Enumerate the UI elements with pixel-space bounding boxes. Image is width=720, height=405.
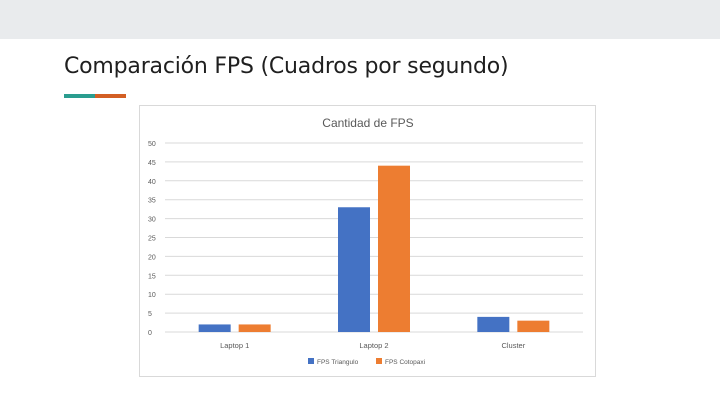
y-tick-label: 5	[148, 311, 152, 318]
chart-frame: Cantidad de FPS 0 5 10 15 20 25 30 35 40 45 50 Lapto…	[139, 105, 596, 377]
y-tick-label: 50	[148, 141, 156, 148]
y-tick-label: 20	[148, 254, 156, 261]
y-tick-label: 35	[148, 198, 156, 205]
x-tick-label: Laptop 1	[220, 341, 249, 350]
x-tick-label: Cluster	[501, 341, 525, 350]
slide-title: Comparación FPS (Cuadros por segundo)	[64, 54, 509, 79]
legend-label: FPS Triangulo	[317, 359, 359, 366]
y-tick-label: 30	[148, 217, 156, 224]
bar-fps-triangulo-laptop-2	[338, 207, 370, 332]
y-tick-label: 15	[148, 273, 156, 280]
top-band	[0, 0, 720, 39]
title-accent-teal	[64, 94, 95, 98]
bar-fps-cotopaxi-cluster	[517, 320, 550, 332]
title-accent-orange	[95, 94, 126, 98]
bar-fps-triangulo-cluster	[477, 316, 510, 332]
legend-label: FPS Cotopaxi	[385, 359, 425, 366]
bar-fps-triangulo-laptop-1	[198, 324, 231, 332]
y-tick-label: 25	[148, 236, 156, 243]
chart-title: Cantidad de FPS	[322, 116, 413, 130]
y-tick-label: 45	[148, 160, 156, 167]
bar-fps-cotopaxi-laptop-1	[238, 324, 271, 332]
y-tick-label: 40	[148, 179, 156, 186]
y-tick-label: 0	[148, 330, 152, 337]
bar-chart: Cantidad de FPS 0 5 10 15 20 25 30 35 40 45 50 Lapto…	[148, 116, 583, 366]
bar-fps-cotopaxi-laptop-2	[378, 165, 410, 332]
legend-swatch	[376, 358, 382, 364]
y-tick-label: 10	[148, 292, 156, 299]
legend-swatch	[308, 358, 314, 364]
x-tick-label: Laptop 2	[359, 341, 388, 350]
